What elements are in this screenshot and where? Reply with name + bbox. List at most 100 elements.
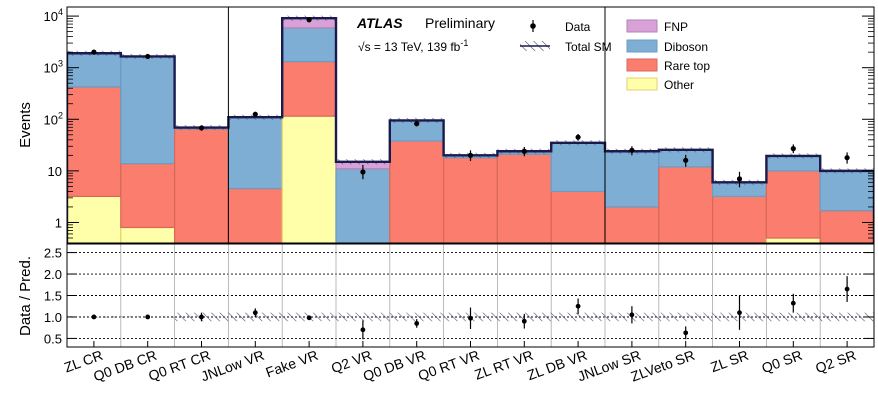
ratio-uncertainty-band [766,312,821,322]
bar-rare-top [227,187,283,243]
ratio-point [737,310,742,316]
data-point [467,152,474,158]
ratio-tick-label: 1.0 [44,310,62,325]
data-point [360,169,366,175]
data-point [145,53,151,60]
ratio-tick-label: 0.5 [44,331,62,346]
ratio-point [360,327,366,333]
legend-fnp-swatch [626,19,658,33]
ratio-uncertainty-band [658,312,713,322]
bar-other [228,246,282,248]
bar-rare-top [819,209,874,243]
ratio-y-axis-label: Data / Pred. [17,256,34,336]
ratio-uncertainty-band [820,312,874,322]
bar-rare-top [550,190,606,243]
ratio-point [468,315,473,321]
ratio-y-axis: 0.5 1.0 1.5 2.0 2.5 [44,246,874,346]
main-frame [66,6,875,244]
x-tick-label: ZL SR [708,347,750,375]
bar-rare-top [174,128,230,243]
ratio-point [844,286,850,292]
status-label: Preliminary [425,15,495,31]
main-y-axis: 1 10 102 103 104 [44,7,874,244]
ratio-point [521,318,527,324]
legend-data-label: Data [565,20,591,34]
legend-data: Data [530,20,591,34]
x-tick-label: Q0 RT VR [416,347,482,384]
experiment-label: ATLAS [356,15,403,31]
legend-other-label: Other [664,78,694,92]
y-tick-label: 10 [48,164,62,179]
ratio-points [91,276,850,340]
legend-diboson-label: Diboson [664,40,708,54]
data-point [414,121,420,127]
x-tick-label: Q0 SR [759,347,804,376]
legend-total-label: Total SM [565,40,612,54]
legend-raretop: Rare top [626,58,710,73]
ratio-uncertainty-band [389,312,444,322]
data-point [629,147,635,153]
legend-raretop-swatch [626,58,658,72]
bar-diboson [335,168,391,243]
y-tick-label: 102 [44,110,63,127]
data-point [575,134,581,140]
bar-diboson [67,52,122,88]
ratio-uncertainty-band [336,312,390,322]
ratio-point [575,303,581,309]
ratio-tick-label: 2.5 [44,246,62,261]
bar-other [659,246,713,248]
x-tick-label: ZL RT VR [472,347,535,383]
ratio-tick-label: 2.0 [44,267,62,282]
ratio-point [414,320,420,326]
data-point [306,17,312,23]
y-tick-label: 1 [55,215,62,230]
legend-diboson: Diboson [626,39,708,54]
legend-other: Other [626,77,694,92]
ratio-point [306,315,312,321]
x-tick-label: Fake VR [263,347,320,381]
ratio-point [145,314,151,320]
data-point [521,148,527,154]
ratio-point [91,314,97,320]
legend-total: Total SM [520,40,612,54]
legend-raretop-label: Rare top [664,59,710,73]
data-point [91,49,97,55]
data-point [790,146,796,152]
bar-diboson [550,142,606,193]
bar-diboson [819,170,874,212]
bar-rare-top [604,206,660,243]
legend-data-marker [530,23,536,29]
bar-rare-top [496,153,552,243]
bar-rare-top [120,163,176,229]
data-points [91,17,850,188]
stacked-bars [67,17,874,248]
ratio-point [683,330,689,336]
ratio-point [252,310,258,316]
ratio-uncertainty-band [551,312,605,322]
bar-rare-top [658,166,714,243]
bar-diboson [604,150,660,208]
bar-rare-top [765,170,821,239]
legend-other-swatch [626,77,658,91]
bar-diboson [120,55,176,165]
legend-fnp-label: FNP [664,20,688,34]
legend-diboson-swatch [626,39,658,53]
y-axis-label: Events [17,102,34,148]
bar-rare-top [443,157,499,243]
ratio-grid [67,244,874,347]
ratio-point [199,314,204,320]
region-separators [227,7,606,243]
bar-rare-top [281,60,337,117]
data-point [683,157,689,163]
x-tick-label: Q2 SR [813,347,858,376]
ratio-tick-label: 1.5 [44,289,62,304]
ratio-point [629,312,635,318]
bar-rare-top [389,140,445,243]
data-point [844,155,850,161]
data-point [252,111,258,117]
bar-other [120,226,176,243]
bar-rare-top [67,86,122,198]
bar-rare-top [711,195,767,243]
